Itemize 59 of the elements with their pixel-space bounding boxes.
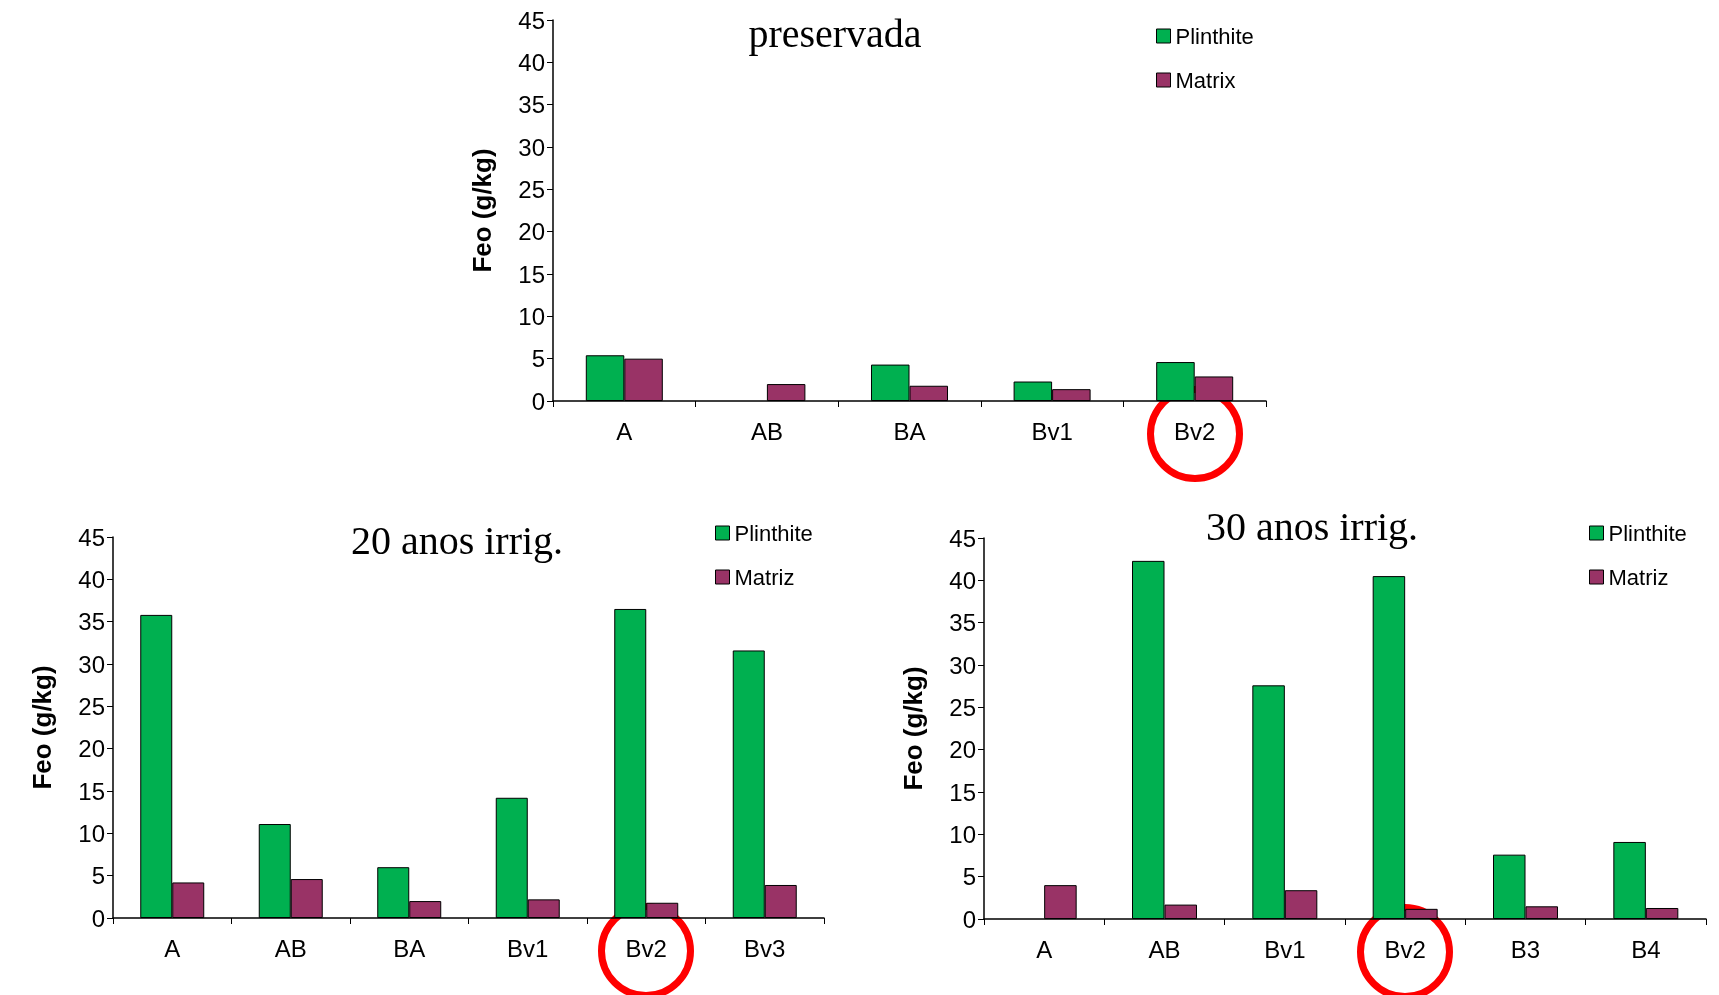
y-tick-label: 10 (949, 820, 976, 848)
y-tick-label: 0 (962, 905, 976, 933)
legend-label: Plinthite (1175, 23, 1254, 49)
x-tick-label: Bv2 (1384, 935, 1426, 963)
y-tick-label: 20 (78, 735, 105, 763)
y-tick-label: 5 (531, 345, 545, 373)
y-tick-label: 45 (518, 6, 545, 34)
y-axis-title: Feo (g/kg) (27, 665, 57, 790)
y-tick-label: 20 (949, 736, 976, 764)
chart-title: 20 anos irrig. (350, 517, 564, 563)
x-tick-label: Bv2 (1174, 417, 1216, 445)
x-tick-label: B4 (1631, 935, 1661, 963)
y-tick-label: 40 (518, 48, 545, 76)
legend-label: Matrix (1175, 67, 1236, 93)
x-tick-label: A (1036, 935, 1053, 963)
x-tick-label: Bv1 (1031, 417, 1073, 445)
y-tick-label: 40 (78, 565, 105, 593)
y-tick-label: 10 (78, 819, 105, 847)
y-axis-title: Feo (g/kg) (898, 666, 928, 791)
y-tick-label: 5 (91, 862, 105, 890)
y-tick-label: 40 (949, 566, 976, 594)
y-tick-label: 35 (518, 91, 545, 119)
x-tick-label: B3 (1510, 935, 1541, 963)
y-tick-label: 15 (518, 260, 545, 288)
y-tick-label: 10 (518, 302, 545, 330)
legend-label: Plinthite (734, 520, 813, 546)
y-tick-label: 25 (518, 175, 545, 203)
chart-title: 30 anos irrig. (1205, 503, 1419, 549)
x-tick-label: BA (393, 934, 426, 962)
y-tick-label: 5 (962, 863, 976, 891)
legend-label: Matriz (1608, 564, 1669, 590)
y-tick-label: 0 (531, 387, 545, 415)
y-axis-title: Feo (g/kg) (467, 148, 497, 273)
y-tick-label: 45 (949, 524, 976, 552)
y-tick-label: 15 (949, 778, 976, 806)
y-tick-label: 0 (91, 904, 105, 932)
y-tick-label: 15 (78, 777, 105, 805)
x-tick-label: A (164, 934, 181, 962)
legend-label: Plinthite (1608, 520, 1687, 546)
x-tick-label: AB (750, 417, 783, 445)
y-tick-label: 45 (78, 523, 105, 551)
y-tick-label: 35 (949, 609, 976, 637)
chart-title: preservada (748, 10, 922, 56)
x-tick-label: Bv2 (625, 934, 667, 962)
x-tick-label: BA (893, 417, 926, 445)
x-tick-label: AB (1148, 935, 1181, 963)
y-tick-label: 25 (949, 693, 976, 721)
x-tick-label: Bv1 (1264, 935, 1306, 963)
y-tick-label: 25 (78, 692, 105, 720)
y-tick-label: 20 (518, 218, 545, 246)
x-tick-label: A (616, 417, 633, 445)
y-tick-label: 30 (518, 133, 545, 161)
y-tick-label: 35 (78, 608, 105, 636)
x-tick-label: Bv1 (507, 934, 549, 962)
y-tick-label: 30 (78, 650, 105, 678)
y-tick-label: 30 (949, 651, 976, 679)
x-tick-label: AB (274, 934, 307, 962)
x-tick-label: Bv3 (744, 934, 786, 962)
legend-label: Matriz (734, 564, 795, 590)
